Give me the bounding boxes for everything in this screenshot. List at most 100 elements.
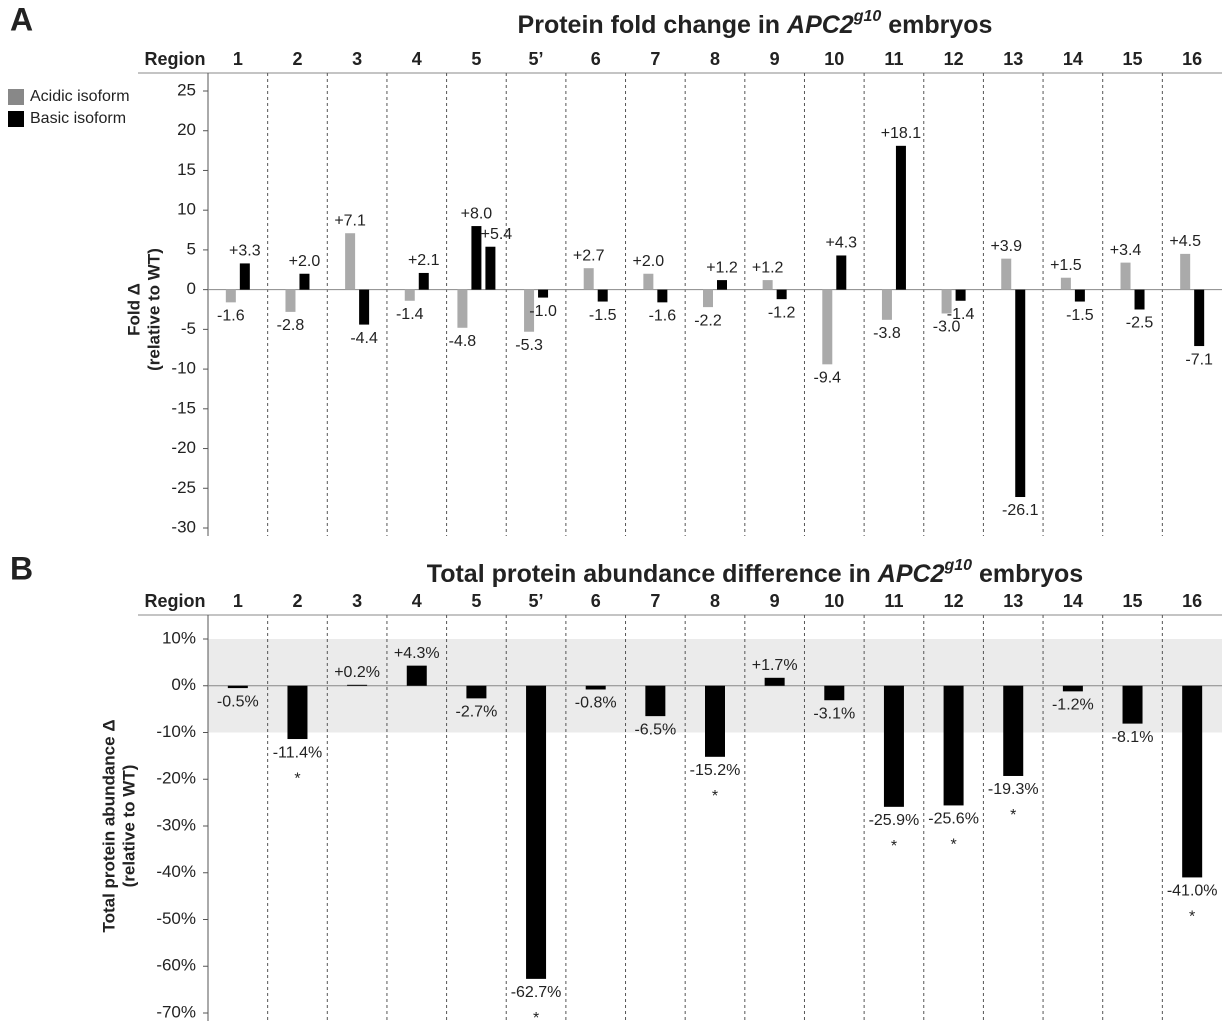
bar xyxy=(457,289,468,328)
x-tick-label: 14 xyxy=(1063,49,1083,69)
bar xyxy=(1194,289,1205,347)
y-tick-label: -50% xyxy=(156,909,196,928)
significance-marker: * xyxy=(891,838,897,855)
significance-marker: * xyxy=(1189,909,1195,926)
value-label: -5.3 xyxy=(515,337,543,354)
y-tick-label: -70% xyxy=(156,1002,196,1021)
x-tick-label: 11 xyxy=(884,49,903,69)
bar xyxy=(585,685,606,690)
value-label: +2.0 xyxy=(289,253,321,270)
value-label: -3.1% xyxy=(813,705,855,722)
bar xyxy=(471,226,482,290)
category-header: Region xyxy=(145,591,206,611)
bar xyxy=(239,263,250,290)
x-tick-label: 15 xyxy=(1123,591,1143,611)
x-tick-label: 2 xyxy=(292,49,302,69)
bar xyxy=(1015,289,1026,498)
y-tick-label: -15 xyxy=(171,398,196,417)
y-axis-label: (relative to WT) xyxy=(119,765,138,888)
bar xyxy=(347,684,368,686)
bar xyxy=(943,685,964,806)
bar xyxy=(705,685,725,757)
value-label: -1.6 xyxy=(649,308,677,325)
legend-swatch xyxy=(8,111,24,127)
y-tick-label: -25 xyxy=(171,478,196,497)
value-label: -19.3% xyxy=(988,781,1039,798)
x-tick-label: 8 xyxy=(710,49,720,69)
x-tick-label: 5’ xyxy=(529,49,544,69)
y-tick-label: 25 xyxy=(177,80,196,99)
value-label: +4.3% xyxy=(394,645,440,662)
chart-title: Protein fold change in APC2g10 embryos xyxy=(518,8,993,38)
value-label: -0.5% xyxy=(217,693,259,710)
category-header: Region xyxy=(145,49,206,69)
bar xyxy=(583,268,594,290)
bar xyxy=(299,273,310,290)
value-label: -4.8 xyxy=(449,333,477,350)
value-label: -8.1% xyxy=(1112,729,1154,746)
y-tick-label: -60% xyxy=(156,956,196,975)
x-tick-label: 7 xyxy=(650,591,660,611)
legend-label: Acidic isoform xyxy=(30,88,130,105)
x-tick-label: 2 xyxy=(292,591,302,611)
title-gene: APC2 xyxy=(877,560,945,588)
value-label: -4.4 xyxy=(350,330,378,347)
significance-marker: * xyxy=(950,837,956,854)
bar xyxy=(1120,262,1131,290)
x-tick-label: 6 xyxy=(591,591,601,611)
bar xyxy=(225,289,236,303)
bar xyxy=(1001,258,1012,290)
bar xyxy=(359,289,370,325)
value-label: -25.6% xyxy=(928,811,979,828)
x-tick-label: 4 xyxy=(412,591,422,611)
y-tick-label: 0% xyxy=(171,675,196,694)
bar xyxy=(883,685,904,807)
x-tick-label: 10 xyxy=(824,591,844,611)
bar xyxy=(418,272,429,290)
value-label: +1.7% xyxy=(752,657,798,674)
value-label: -3.0 xyxy=(933,319,961,336)
title-allele: g10 xyxy=(943,557,972,574)
chart-title: Total protein abundance difference in AP… xyxy=(427,557,1083,587)
x-tick-label: 9 xyxy=(770,49,780,69)
title-text: embryos xyxy=(881,11,992,39)
x-tick-label: 14 xyxy=(1063,591,1083,611)
bar xyxy=(345,233,356,290)
y-tick-label: -20% xyxy=(156,769,196,788)
bar xyxy=(836,255,847,290)
y-tick-label: -10% xyxy=(156,722,196,741)
value-label: -1.2 xyxy=(768,304,796,321)
value-label: +1.2 xyxy=(752,259,784,276)
bar xyxy=(1122,685,1143,724)
bar xyxy=(703,289,713,308)
x-tick-label: 16 xyxy=(1182,591,1202,611)
x-tick-label: 3 xyxy=(352,49,362,69)
value-label: -2.8 xyxy=(277,317,305,334)
x-tick-label: 16 xyxy=(1182,49,1202,69)
bar xyxy=(466,685,487,699)
y-tick-label: 5 xyxy=(187,239,196,258)
value-label: +18.1 xyxy=(881,125,922,142)
bar xyxy=(822,289,833,365)
title-gene: APC2 xyxy=(786,11,854,39)
y-axis-label: Fold Δ xyxy=(124,283,143,336)
value-label: -15.2% xyxy=(690,762,741,779)
bar xyxy=(1134,289,1145,310)
y-tick-label: 10 xyxy=(177,200,196,219)
title-text: Total protein abundance difference in xyxy=(427,560,878,588)
value-label: +8.0 xyxy=(461,205,493,222)
title-text: Protein fold change in xyxy=(518,11,787,39)
value-label: -1.6 xyxy=(217,308,245,325)
bar xyxy=(485,246,496,290)
significance-marker: * xyxy=(1010,807,1016,824)
legend-swatch xyxy=(8,89,24,105)
value-label: -2.5 xyxy=(1126,315,1154,332)
bar xyxy=(643,273,654,290)
x-tick-label: 13 xyxy=(1003,49,1023,69)
value-label: -1.4 xyxy=(947,306,975,323)
value-label: +2.7 xyxy=(573,247,605,264)
value-label: +0.2% xyxy=(334,664,380,681)
x-tick-label: 13 xyxy=(1003,591,1023,611)
y-tick-label: -10 xyxy=(171,359,196,378)
y-tick-label: 0 xyxy=(187,279,196,298)
